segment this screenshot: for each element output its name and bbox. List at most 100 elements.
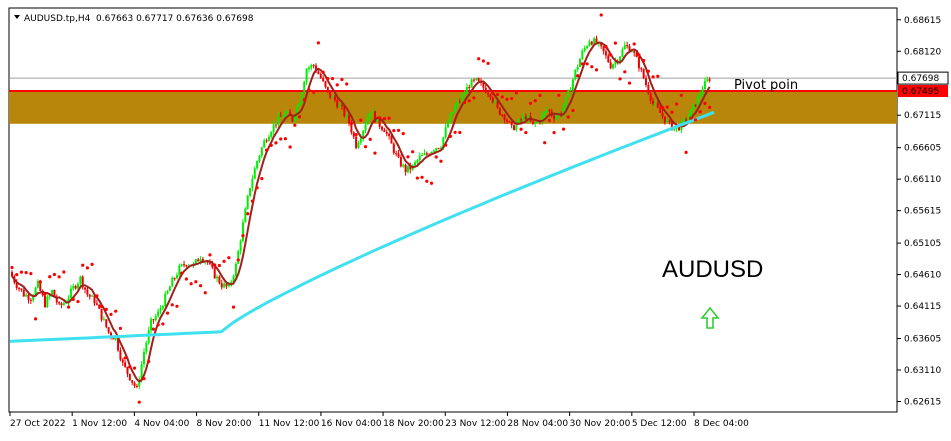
sar-dot xyxy=(236,258,240,262)
red-line-box xyxy=(898,85,948,98)
candle-body xyxy=(159,308,162,312)
candle-body xyxy=(279,115,282,117)
sar-dot xyxy=(363,145,368,149)
price-axis: 0.68615 0.68120 0.67115 0.66605 0.66110 0.656… xyxy=(897,16,941,408)
candle-body xyxy=(55,296,58,303)
candle-body xyxy=(564,96,567,107)
candle-body xyxy=(157,311,160,317)
candle-body xyxy=(708,79,711,81)
sar-dot xyxy=(378,116,382,120)
sar-dot xyxy=(472,96,476,100)
candle-body xyxy=(699,93,702,97)
ohlc-label: 0.67663 0.67717 0.67636 0.67698 xyxy=(96,14,254,24)
sar-dot xyxy=(670,110,674,114)
candle-body xyxy=(223,283,226,288)
candle-body xyxy=(291,115,294,122)
sar-dot xyxy=(99,304,104,308)
candle-body xyxy=(310,65,313,68)
candle-body xyxy=(628,46,631,52)
sar-dot xyxy=(161,322,165,326)
candle-body xyxy=(135,385,138,387)
candle-body xyxy=(105,319,108,328)
candle-body xyxy=(164,293,167,307)
time-tick-label: 8 Dec 04:00 xyxy=(694,419,749,429)
sar-dot xyxy=(538,93,542,97)
sar-dot xyxy=(495,92,500,97)
candle-body xyxy=(694,104,697,107)
candle-body xyxy=(284,111,287,117)
sar-dot xyxy=(142,376,146,381)
candle-body xyxy=(150,319,153,331)
candle-body xyxy=(682,119,685,123)
candle-body xyxy=(265,140,268,142)
sar-dot xyxy=(411,150,415,154)
sar-dot xyxy=(189,282,193,286)
candle-body xyxy=(381,126,384,130)
candle-body xyxy=(366,116,369,125)
candle-body xyxy=(220,283,223,288)
sar-dot xyxy=(453,130,457,134)
candle-body xyxy=(685,119,688,122)
sar-dot xyxy=(349,121,353,126)
candle-body xyxy=(298,103,301,107)
candle-body xyxy=(619,56,622,63)
sar-dot xyxy=(165,311,170,315)
candle-body xyxy=(352,132,355,137)
sar-dot xyxy=(95,294,99,298)
candle-body xyxy=(536,120,539,123)
sar-dot xyxy=(368,137,372,141)
candle-body xyxy=(253,168,256,179)
sar-dot xyxy=(198,284,203,288)
sar-dot xyxy=(439,159,443,163)
candle-body xyxy=(293,116,296,122)
sar-dot xyxy=(260,177,264,181)
candle-body xyxy=(510,121,513,126)
sar-dot xyxy=(48,275,52,279)
candle-body xyxy=(666,120,669,123)
candle-body xyxy=(303,82,306,93)
up-arrow-icon xyxy=(700,306,720,329)
candle-body xyxy=(633,51,636,53)
candle-body xyxy=(263,140,266,148)
candle-body xyxy=(72,286,75,289)
candle-body xyxy=(36,281,39,288)
candle-body xyxy=(687,116,690,122)
sar-dot xyxy=(675,102,679,106)
sar-dot xyxy=(708,105,712,110)
sar-dot xyxy=(147,359,151,364)
candle-body xyxy=(95,303,98,305)
candle-body xyxy=(614,60,617,65)
candle-body xyxy=(513,125,516,131)
candle-body xyxy=(18,287,21,289)
candle-body xyxy=(171,278,174,287)
sar-dot xyxy=(693,118,698,122)
candle-body xyxy=(225,283,228,287)
candle-body xyxy=(635,52,638,58)
candle-body xyxy=(548,109,551,112)
candle-body xyxy=(703,81,706,90)
candle-body xyxy=(317,71,320,75)
candle-body xyxy=(435,148,438,151)
dropdown-triangle-icon[interactable] xyxy=(14,15,20,19)
candle-body xyxy=(461,95,464,102)
candle-body xyxy=(211,263,214,268)
candle-body xyxy=(305,69,308,83)
candle-body xyxy=(626,45,629,47)
candle-body xyxy=(392,143,395,153)
sar-dot xyxy=(665,105,669,109)
sar-dot xyxy=(66,305,71,309)
sar-dot xyxy=(104,307,108,312)
sar-dot xyxy=(613,41,617,45)
sar-dot xyxy=(62,270,66,274)
time-tick-label: 18 Nov 20:00 xyxy=(383,419,444,429)
candle-body xyxy=(338,105,341,108)
sar-dot xyxy=(15,273,19,277)
candle-body xyxy=(25,294,28,297)
candle-body xyxy=(623,45,626,50)
candle-body xyxy=(668,120,671,122)
candle-body xyxy=(29,299,32,301)
candle-body xyxy=(300,92,303,104)
candle-body xyxy=(340,105,343,107)
candle-body xyxy=(378,118,381,127)
sar-dot xyxy=(373,151,377,155)
